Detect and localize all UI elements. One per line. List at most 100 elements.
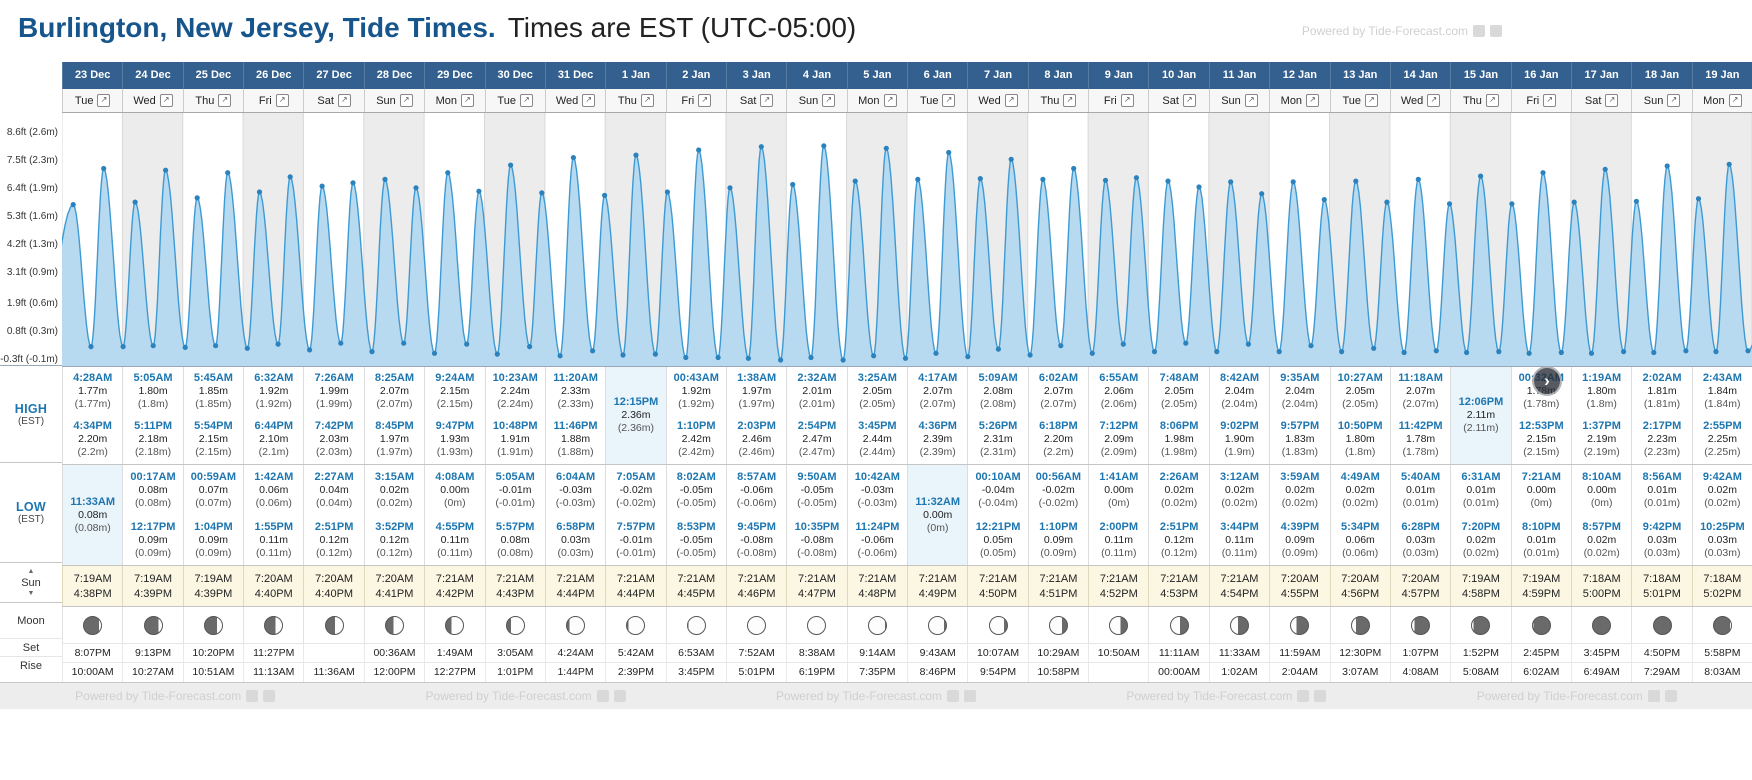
low-tide-table: 11:33AM 0.08m (0.08m) 00:17AM 0.08m (0.08m) 12… — [62, 464, 1752, 565]
day-of-week-cell[interactable]: Thu ↗ — [605, 89, 665, 112]
high-tide-event: 2:55PM 2.25m (2.25m) — [1693, 416, 1752, 465]
expand-day-icon[interactable]: ↗ — [883, 94, 897, 107]
date-header-cell[interactable]: 2 Jan — [665, 62, 726, 89]
day-of-week-cell[interactable]: Thu ↗ — [182, 89, 243, 112]
low-tide-day-cell: 1:41AM 0.00m (0m) 2:00PM 0.11m (0.11m) — [1088, 465, 1148, 565]
day-of-week-cell[interactable]: Sat ↗ — [303, 89, 363, 112]
date-header-cell[interactable]: 19 Jan — [1691, 62, 1752, 89]
expand-day-icon[interactable]: ↗ — [1182, 94, 1196, 107]
low-tide-height-rounded: (0.11m) — [437, 546, 473, 559]
expand-day-icon[interactable]: ↗ — [1485, 94, 1499, 107]
expand-day-icon[interactable]: ↗ — [640, 94, 654, 107]
date-header-cell[interactable]: 15 Jan — [1450, 62, 1510, 89]
day-of-week-cell[interactable]: Sat ↗ — [725, 89, 786, 112]
date-header-cell[interactable]: 13 Jan — [1329, 62, 1390, 89]
tide-event-dot — [1558, 349, 1564, 356]
expand-day-icon[interactable]: ↗ — [1543, 94, 1557, 107]
day-of-week-cell[interactable]: Sun ↗ — [1631, 89, 1691, 112]
expand-day-icon[interactable]: ↗ — [760, 94, 774, 107]
expand-day-icon[interactable]: ↗ — [1728, 94, 1742, 107]
date-header-cell[interactable]: 24 Dec — [122, 62, 182, 89]
high-tide-time: 9:47PM — [435, 420, 475, 433]
day-of-week-cell[interactable]: Sun ↗ — [363, 89, 424, 112]
day-of-week-cell[interactable]: Mon ↗ — [1269, 89, 1329, 112]
sunset-time: 5:02PM — [1703, 587, 1742, 600]
date-header-cell[interactable]: 29 Dec — [424, 62, 484, 89]
day-of-week-cell[interactable]: Mon ↗ — [846, 89, 907, 112]
day-of-week-cell[interactable]: Tue ↗ — [1329, 89, 1390, 112]
date-header-cell[interactable]: 7 Jan — [967, 62, 1027, 89]
high-tide-event: 11:42PM 1.78m (1.78m) — [1391, 416, 1450, 465]
date-header-cell[interactable]: 25 Dec — [182, 62, 243, 89]
day-of-week-cell[interactable]: Wed ↗ — [967, 89, 1027, 112]
expand-day-icon[interactable]: ↗ — [461, 94, 475, 107]
day-of-week-cell[interactable]: Thu ↗ — [1027, 89, 1088, 112]
scroll-right-button[interactable]: › — [1532, 366, 1562, 396]
day-of-week-cell[interactable]: Wed ↗ — [1389, 89, 1450, 112]
date-header-cell[interactable]: 1 Jan — [605, 62, 665, 89]
date-header-cell[interactable]: 5 Jan — [846, 62, 907, 89]
expand-day-icon[interactable]: ↗ — [218, 94, 232, 107]
day-of-week-cell[interactable]: Tue ↗ — [907, 89, 967, 112]
expand-day-icon[interactable]: ↗ — [399, 94, 413, 107]
date-header-cell[interactable]: 17 Jan — [1570, 62, 1631, 89]
day-of-week-cell[interactable]: Fri ↗ — [1510, 89, 1571, 112]
expand-day-icon[interactable]: ↗ — [519, 94, 533, 107]
expand-day-icon[interactable]: ↗ — [1063, 94, 1077, 107]
expand-day-icon[interactable]: ↗ — [582, 94, 596, 107]
date-header-cell[interactable]: 16 Jan — [1510, 62, 1571, 89]
date-header-cell[interactable]: 3 Jan — [725, 62, 786, 89]
date-header-cell[interactable]: 10 Jan — [1148, 62, 1208, 89]
date-header-cell[interactable]: 28 Dec — [363, 62, 424, 89]
expand-day-icon[interactable]: ↗ — [275, 94, 289, 107]
date-header-cell[interactable]: 4 Jan — [786, 62, 846, 89]
expand-day-icon[interactable]: ↗ — [159, 94, 173, 107]
day-of-week-cell[interactable]: Sun ↗ — [1208, 89, 1269, 112]
day-of-week-cell[interactable]: Sat ↗ — [1148, 89, 1208, 112]
expand-day-icon[interactable]: ↗ — [822, 94, 836, 107]
expand-day-icon[interactable]: ↗ — [942, 94, 956, 107]
date-header-cell[interactable]: 23 Dec — [62, 62, 122, 89]
expand-day-icon[interactable]: ↗ — [1605, 94, 1619, 107]
expand-day-icon[interactable]: ↗ — [1667, 94, 1681, 107]
day-of-week-cell[interactable]: Fri ↗ — [1088, 89, 1148, 112]
expand-day-icon[interactable]: ↗ — [1365, 94, 1378, 107]
expand-day-icon[interactable]: ↗ — [1120, 94, 1134, 107]
expand-day-icon[interactable]: ↗ — [337, 94, 351, 107]
date-header-cell[interactable]: 14 Jan — [1389, 62, 1450, 89]
date-header-cell[interactable]: 6 Jan — [907, 62, 967, 89]
date-header-cell[interactable]: 27 Dec — [303, 62, 363, 89]
tide-line — [62, 143, 1752, 362]
day-of-week-cell[interactable]: Fri ↗ — [243, 89, 303, 112]
date-header-cell[interactable]: 9 Jan — [1088, 62, 1148, 89]
sunset-time: 4:45PM — [677, 587, 716, 600]
day-of-week-cell[interactable]: Sun ↗ — [786, 89, 846, 112]
date-header-cell[interactable]: 30 Dec — [484, 62, 545, 89]
expand-day-icon[interactable]: ↗ — [698, 94, 712, 107]
day-of-week-cell[interactable]: Thu ↗ — [1450, 89, 1510, 112]
day-of-week-cell[interactable]: Tue ↗ — [484, 89, 545, 112]
day-of-week-cell[interactable]: Tue ↗ — [62, 89, 122, 112]
date-header-cell[interactable]: 26 Dec — [243, 62, 303, 89]
day-of-week-cell[interactable]: Sat ↗ — [1570, 89, 1631, 112]
date-header-cell[interactable]: 11 Jan — [1208, 62, 1269, 89]
date-header-cell[interactable]: 18 Jan — [1631, 62, 1691, 89]
high-tide-time: 2:02AM — [1642, 371, 1682, 384]
date-header-cell[interactable]: 31 Dec — [544, 62, 605, 89]
high-tide-time: 7:26AM — [314, 371, 354, 384]
expand-day-icon[interactable]: ↗ — [1004, 94, 1018, 107]
expand-day-icon[interactable]: ↗ — [1427, 94, 1441, 107]
date-header-cell[interactable]: 12 Jan — [1269, 62, 1329, 89]
day-of-week-cell[interactable]: Fri ↗ — [665, 89, 726, 112]
day-of-week-cell[interactable]: Wed ↗ — [544, 89, 605, 112]
expand-day-icon[interactable]: ↗ — [97, 94, 111, 107]
expand-day-icon[interactable]: ↗ — [1306, 94, 1320, 107]
day-of-week-cell[interactable]: Mon ↗ — [424, 89, 484, 112]
high-tide-event: 12:06PM 2.11m (2.11m) — [1451, 367, 1511, 464]
date-header-cell[interactable]: 8 Jan — [1027, 62, 1088, 89]
day-of-week-cell[interactable]: Mon ↗ — [1691, 89, 1752, 112]
day-of-week-cell[interactable]: Wed ↗ — [122, 89, 182, 112]
sunset-time: 4:52PM — [1099, 587, 1138, 600]
expand-day-icon[interactable]: ↗ — [1244, 94, 1258, 107]
low-tide-time: 3:52PM — [375, 520, 414, 533]
